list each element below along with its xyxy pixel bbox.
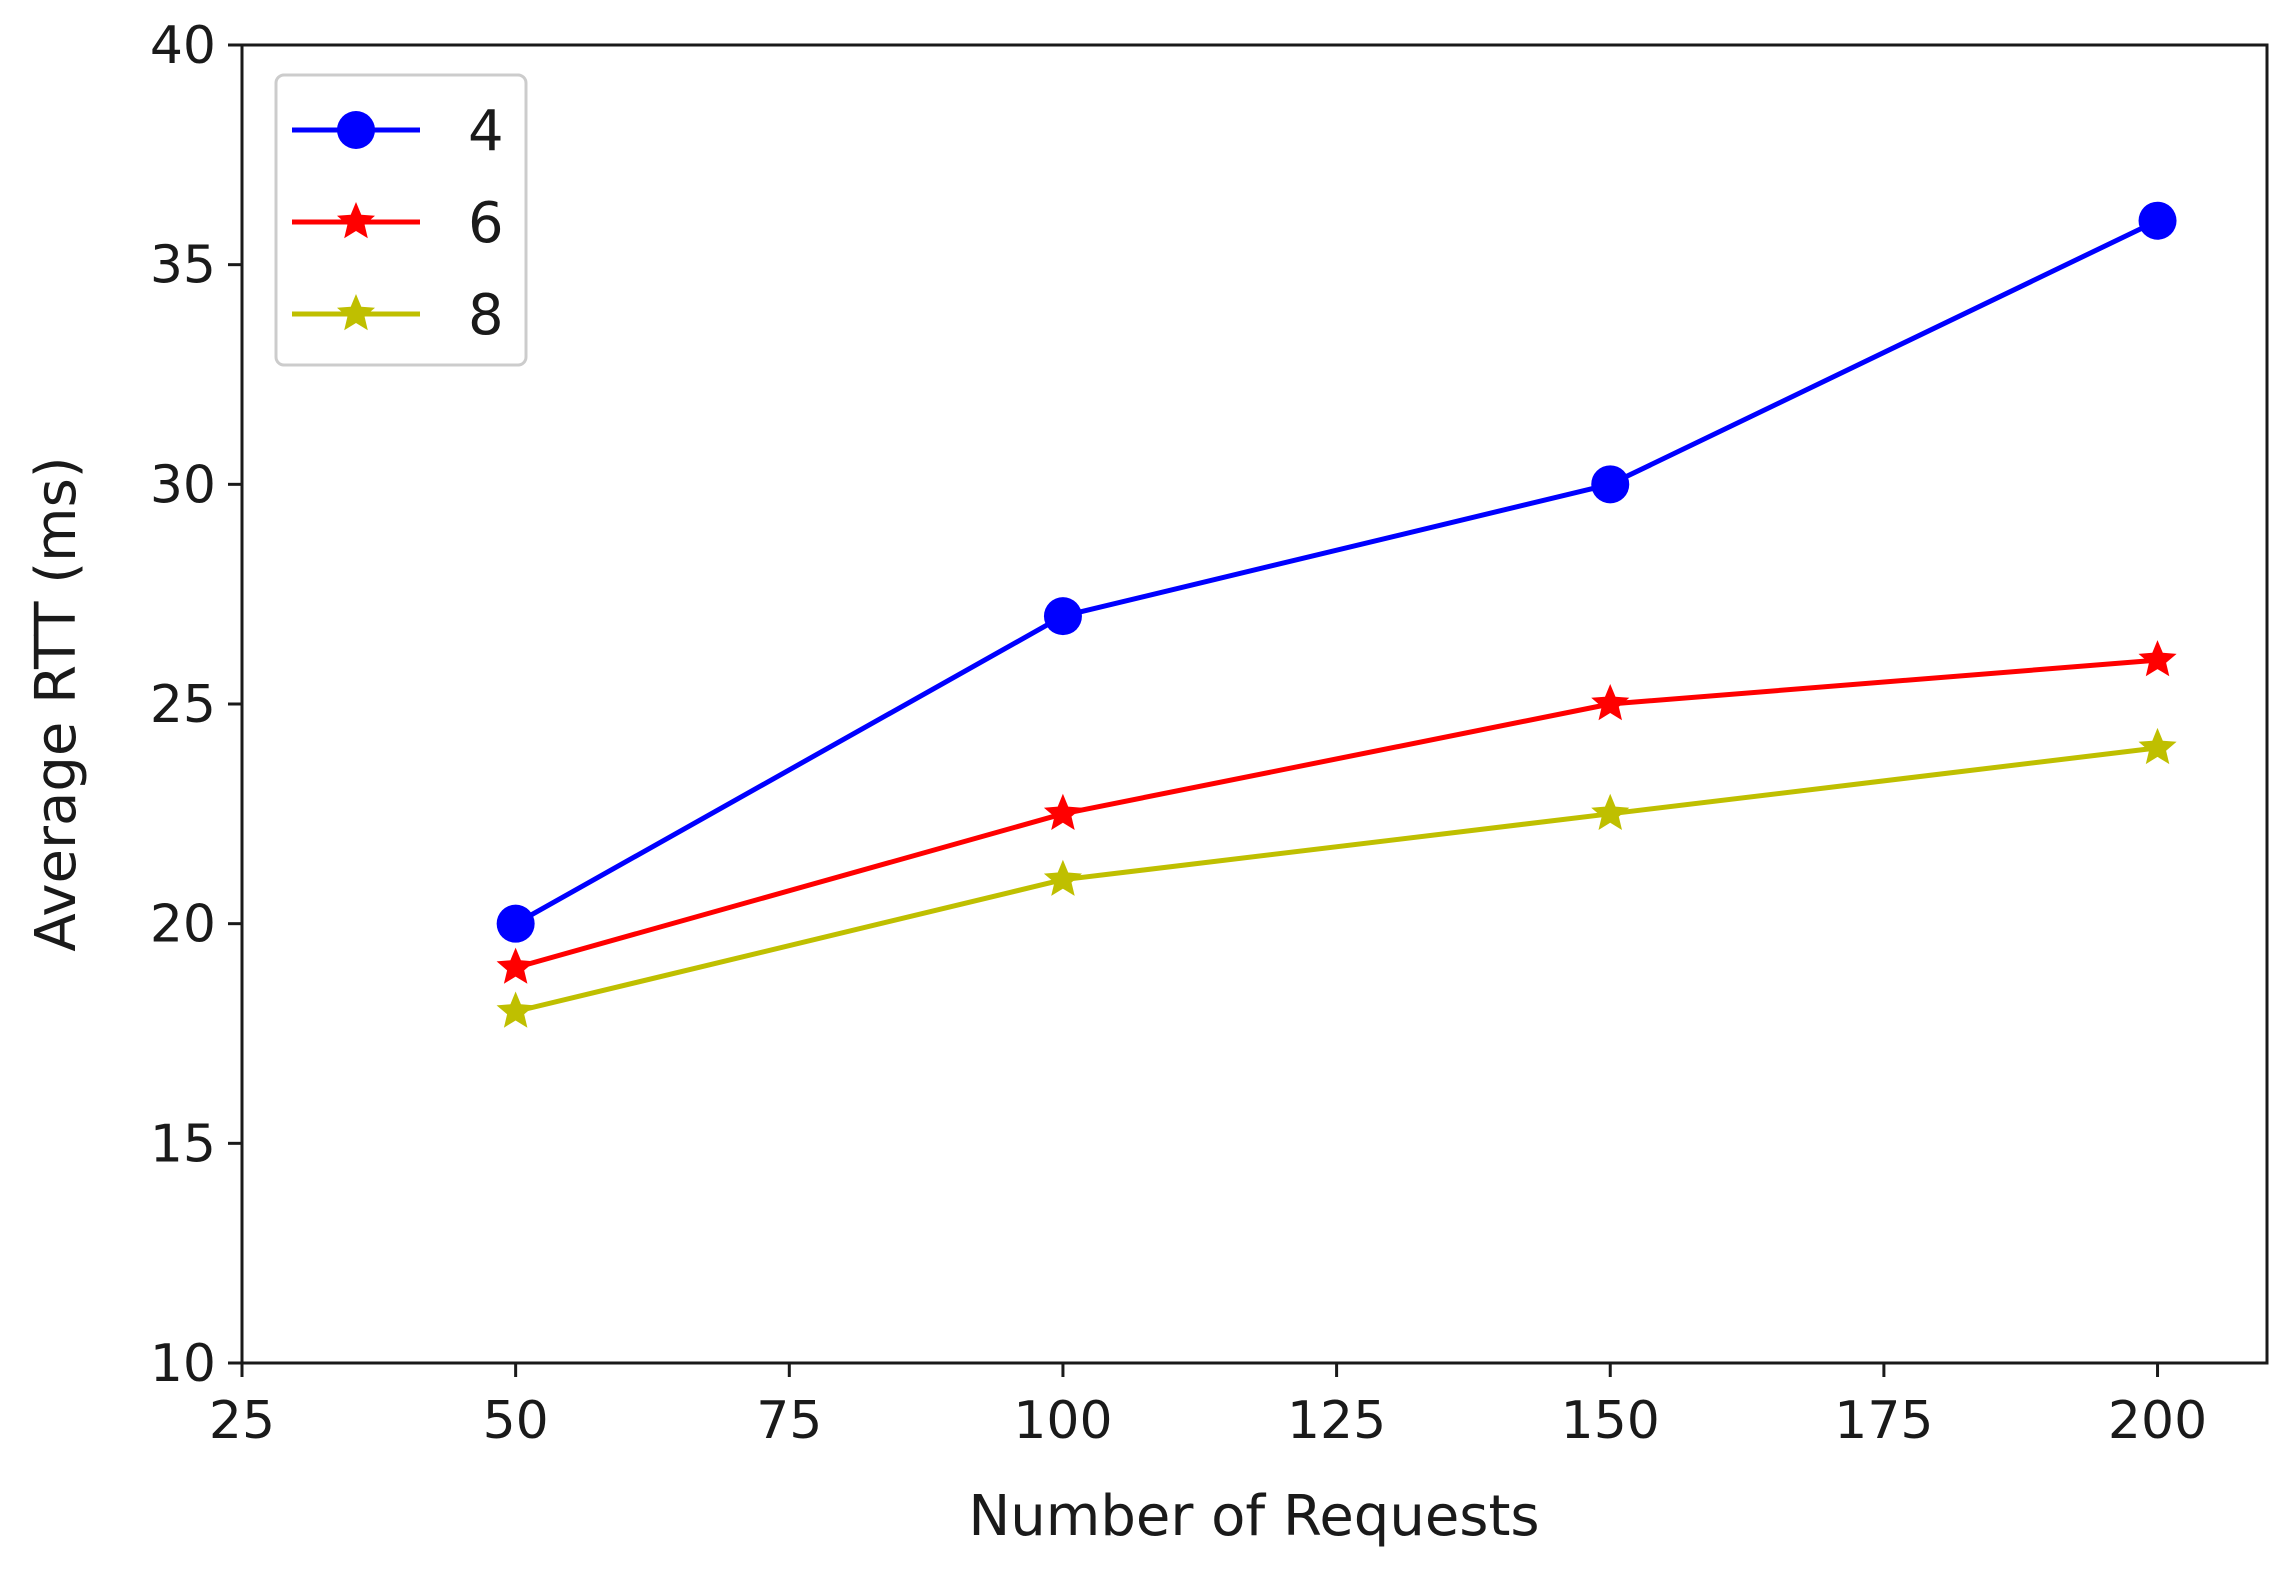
data-point [1043,597,1082,636]
data-point [2138,640,2177,677]
legend: 4 6 8 [274,73,528,367]
y-tick-label: 10 [150,1334,216,1394]
x-tick-label: 125 [1287,1391,1386,1451]
plot-frame [240,43,2269,1365]
y-tick-label: 20 [150,895,216,955]
data-point [496,991,535,1028]
legend-marker [337,202,375,239]
y-tick-label: 35 [150,236,216,296]
series-4 [496,201,2177,943]
series-line [515,745,2158,1014]
legend-item: 8 [292,283,504,348]
data-point [496,947,535,984]
series-6 [496,640,2177,984]
legend-label: 8 [468,283,504,348]
data-point [2138,201,2177,240]
data-point [1591,465,1630,504]
x-axis-label: Number of Requests [968,1484,1539,1549]
y-axis-ticks: 10 15 20 25 30 35 40 [150,16,242,1394]
data-point [2138,727,2177,765]
x-tick-label: 150 [1561,1391,1660,1451]
series-8 [496,727,2177,1028]
legend-marker [337,294,375,331]
legend-label: 6 [468,191,504,256]
x-tick-label: 75 [756,1391,822,1451]
data-point [1043,793,1082,830]
y-tick-label: 25 [150,675,216,735]
data-point [1043,859,1082,896]
legend-label: 4 [468,99,504,164]
data-point [1591,793,1630,830]
x-tick-label: 25 [209,1391,275,1451]
x-tick-label: 50 [483,1391,549,1451]
data-point [496,904,535,943]
legend-marker [337,111,375,149]
x-tick-label: 200 [2108,1391,2207,1451]
y-tick-label: 40 [150,16,216,76]
data-point [1591,684,1630,721]
x-axis-ticks: 25 50 75 100 125 150 175 200 [209,1363,2207,1451]
x-tick-label: 100 [1013,1391,1112,1451]
series-line [514,657,2158,971]
y-axis-label: Average RTT (ms) [24,456,89,951]
x-tick-label: 175 [1834,1391,1933,1451]
series-layer [496,201,2177,1028]
legend-item: 4 [292,99,504,164]
series-line [514,218,2159,926]
y-tick-label: 15 [150,1114,216,1174]
legend-item: 6 [292,191,504,256]
y-tick-label: 30 [150,455,216,515]
